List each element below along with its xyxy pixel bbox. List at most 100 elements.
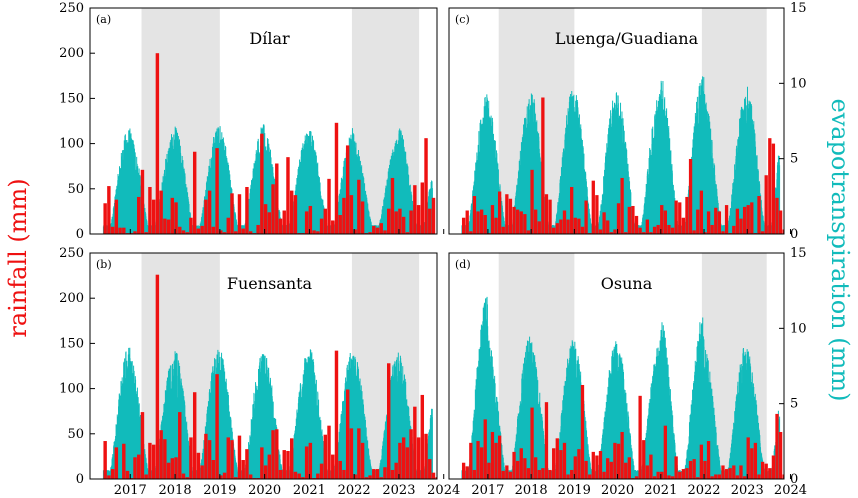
rainfall-bar	[616, 443, 621, 479]
rainfall-bar	[394, 462, 398, 479]
rainfall-bar	[732, 465, 736, 479]
rainfall-bar	[222, 472, 227, 479]
rainfall-bar	[461, 217, 466, 234]
rainfall-bar	[331, 220, 335, 234]
rainfall-bar	[301, 477, 305, 479]
left-tick-label: 150	[59, 336, 84, 351]
rainfall-bar	[544, 194, 549, 234]
rainfall-bar	[548, 469, 552, 479]
rainfall-bar	[107, 186, 111, 234]
rainfall-bar	[778, 210, 783, 234]
panel-tag: (d)	[455, 258, 471, 271]
rainfall-bar	[573, 217, 577, 234]
rainfall-bar	[103, 441, 107, 479]
panel-tag: (b)	[96, 258, 112, 271]
rainfall-bar	[196, 228, 201, 234]
rainfall-bar	[487, 462, 491, 479]
left-tick-label: 0	[76, 472, 84, 487]
rainfall-bar	[428, 459, 432, 479]
rainfall-bar	[692, 230, 696, 234]
rainfall-bar	[405, 232, 410, 234]
rainfall-bar	[181, 230, 186, 234]
panel-4: (d) Osuna 0 5 10 15 2017 2018 2019 2020 2021 2022 20…	[448, 246, 807, 498]
rainfall-bar	[416, 205, 421, 234]
rainfall-bar	[435, 477, 437, 479]
x-tick-label: 2017	[471, 483, 504, 498]
rainfall-bar	[431, 472, 436, 479]
rainfall-bar	[275, 429, 279, 479]
rainfall-bar	[286, 450, 290, 479]
rainfall-bar	[649, 232, 653, 234]
rainfall-bar	[140, 412, 145, 479]
rainfall-bar	[714, 207, 718, 234]
rainfall-bar	[420, 182, 425, 234]
rainfall-bar	[472, 469, 477, 479]
rainfall-bar	[398, 442, 402, 479]
rainfall-bar	[479, 447, 484, 479]
rainfall-bar	[735, 475, 740, 479]
plot-area	[102, 8, 436, 234]
rainfall-bar	[688, 460, 693, 479]
rainfall-bar	[192, 392, 197, 479]
right-tick-label: 5	[790, 397, 798, 412]
rainfall-bar	[609, 232, 613, 234]
rainfall-bar	[241, 228, 245, 234]
rainfall-bar	[674, 456, 678, 479]
rainfall-bar	[368, 232, 372, 234]
rainfall-bar	[409, 429, 413, 479]
rainfall-bar	[360, 201, 365, 234]
x-tick-label: 2022	[338, 483, 371, 498]
x-tick-label: 2020	[601, 483, 634, 498]
rainfall-bar	[148, 442, 152, 479]
left-tick-label: 100	[59, 382, 84, 397]
rainfall-bar	[338, 215, 342, 234]
rainfall-bar	[431, 197, 436, 234]
x-tick-label: 2018	[159, 483, 192, 498]
rainfall-bar	[735, 208, 740, 234]
rainfall-bar	[523, 458, 527, 479]
rainfall-bar	[483, 419, 487, 479]
rainfall-bar	[757, 196, 761, 234]
rainfall-bar	[260, 447, 264, 479]
rainfall-bar	[323, 208, 328, 234]
rainfall-bar	[357, 428, 361, 479]
rainfall-bar	[390, 469, 395, 479]
rainfall-bar	[760, 461, 765, 479]
rainfall-bar	[207, 440, 212, 479]
rainfall-bar	[602, 471, 606, 479]
rainfall-bar	[293, 195, 298, 234]
rainfall-bar	[230, 440, 234, 479]
rainfall-bar	[327, 178, 331, 234]
rainfall-bar	[552, 448, 556, 479]
rainfall-bar	[742, 476, 747, 479]
rainfall-bar	[663, 425, 667, 479]
rainfall-bar	[764, 463, 768, 479]
rainfall-bar	[215, 374, 219, 479]
rainfall-bar	[107, 475, 111, 479]
rainfall-bar	[638, 227, 642, 234]
rainfall-bar	[505, 465, 509, 479]
x-tick-label: 2024	[427, 483, 460, 498]
rainfall-bar	[559, 450, 563, 479]
rainfall-bar	[616, 203, 621, 234]
rainfall-bar	[652, 226, 657, 234]
rainfall-bar	[706, 211, 711, 234]
rainfall-bar	[248, 474, 253, 479]
rainfall-bar	[151, 199, 156, 234]
rainfall-bar	[591, 180, 595, 234]
rainfall-bar	[204, 199, 208, 234]
rainfall-bar	[580, 384, 585, 479]
rainfall-bar	[706, 441, 711, 479]
rainfall-bar	[226, 217, 230, 234]
rainfall-bar	[501, 470, 505, 479]
rainfall-bar	[570, 469, 574, 479]
rainfall-bar	[559, 219, 563, 234]
y-axis-left-label: rainfall (mm)	[4, 178, 32, 337]
rainfall-bar	[308, 205, 313, 234]
rainfall-bar	[230, 193, 234, 234]
rainfall-bar	[383, 467, 387, 479]
rainfall-bar	[110, 469, 115, 479]
rainfall-bar	[256, 224, 260, 234]
rainfall-bar	[461, 462, 466, 479]
rainfall-bar	[170, 197, 175, 234]
